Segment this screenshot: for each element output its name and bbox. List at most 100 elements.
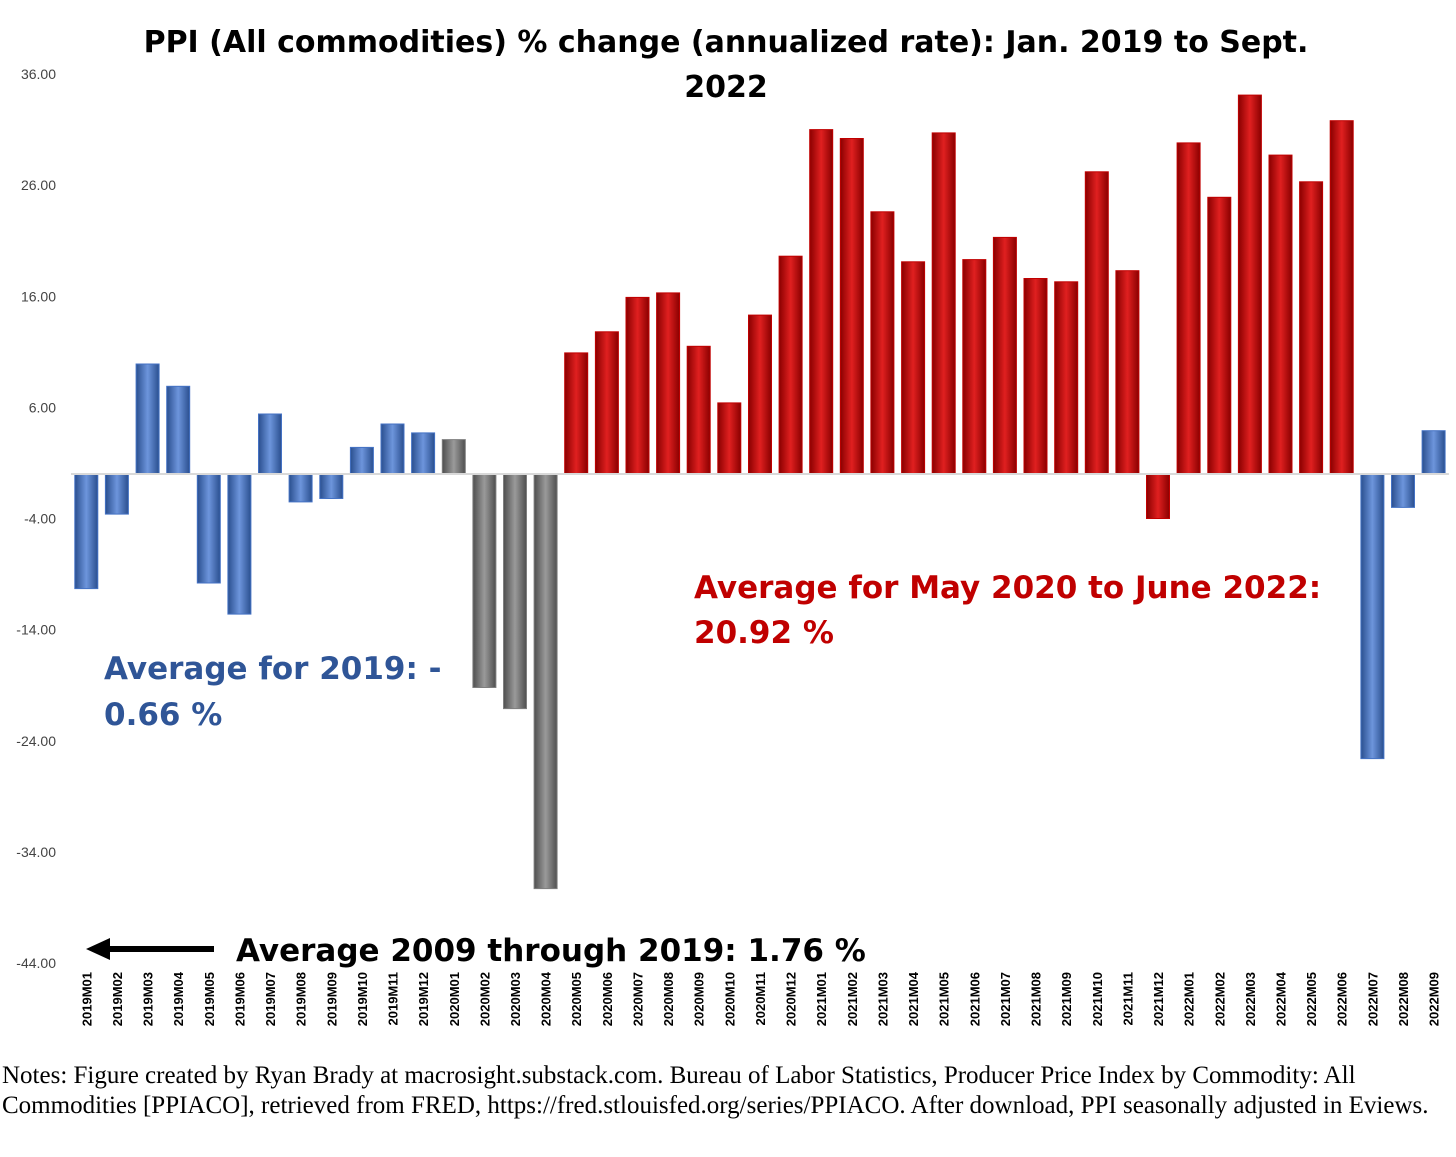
x-tick-label: 2022M08: [1396, 972, 1411, 1026]
bar-2019M10: [349, 446, 374, 475]
x-tick-label: 2021M11: [1120, 972, 1135, 1026]
x-tick-label: 2019M05: [202, 972, 217, 1026]
x-tick-label: 2019M09: [324, 972, 339, 1026]
x-tick-label: 2021M06: [967, 972, 982, 1026]
bar-2019M06: [227, 473, 252, 615]
bar-2021M03: [870, 211, 895, 475]
y-tick-label: -34.00: [16, 844, 56, 860]
x-tick-label: 2020M08: [661, 972, 676, 1026]
annotation-avg-2019-line-1: Average for 2019: -: [104, 651, 442, 687]
annotation-avg-2019-line-2: 0.66 %: [104, 697, 222, 733]
x-tick-label: 2020M03: [508, 972, 523, 1026]
x-tick-label: 2020M04: [539, 971, 554, 1026]
y-tick-label: -24.00: [16, 733, 56, 749]
x-tick-label: 2021M01: [814, 972, 829, 1026]
x-tick-label: 2022M07: [1365, 972, 1380, 1026]
x-tick-label: 2020M02: [477, 972, 492, 1026]
bar-2020M11: [748, 314, 772, 475]
bar-2020M01: [441, 439, 466, 475]
bar-2021M11: [1115, 270, 1140, 475]
x-tick-label: 2021M05: [937, 972, 952, 1026]
annotation-avg-2009-2019: Average 2009 through 2019: 1.76 %: [236, 933, 866, 969]
y-tick-label: -4.00: [24, 511, 56, 527]
x-tick-label: 2019M06: [232, 972, 247, 1026]
x-tick-label: 2019M02: [110, 972, 125, 1026]
bar-2020M06: [594, 331, 619, 475]
x-tick-label: 2022M02: [1212, 972, 1227, 1026]
bar-2021M04: [901, 261, 926, 475]
x-tick-label: 2020M12: [784, 972, 799, 1026]
y-tick-label: 26.00: [21, 177, 56, 193]
bar-2022M04: [1268, 154, 1293, 475]
x-tick-label: 2021M04: [906, 971, 921, 1026]
x-tick-label: 2021M07: [998, 972, 1013, 1026]
y-tick-label: -14.00: [16, 622, 56, 638]
x-tick-label: 2022M05: [1304, 972, 1319, 1026]
bar-2019M09: [319, 473, 344, 500]
bar-2019M07: [258, 413, 282, 475]
y-tick-label: 16.00: [21, 288, 56, 304]
x-axis-tick-labels: 2019M01 2019M02 2019M03 2019M04 2019M05 2019M…: [79, 971, 1441, 1026]
left-arrow-icon: [86, 938, 214, 960]
annotation-avg-may2020-jun2022-line-2: 20.92 %: [694, 615, 834, 651]
bar-2022M02: [1207, 196, 1232, 475]
x-tick-label: 2021M09: [1059, 972, 1074, 1026]
chart-notes: Notes: Figure created by Ryan Brady at m…: [2, 1062, 1429, 1119]
bar-2020M02: [472, 473, 497, 688]
bar-2019M03: [135, 363, 160, 475]
bar-2022M08: [1391, 473, 1415, 508]
y-axis-tick-labels: 36.00 26.00 16.00 6.00 -4.00 -14.00 -24.00 -34.…: [16, 66, 56, 971]
bar-2022M05: [1299, 181, 1324, 475]
bar-2019M02: [104, 473, 129, 515]
annotation-avg-may2020-jun2022-line-1: Average for May 2020 to June 2022:: [694, 570, 1321, 606]
ppi-bar-chart: PPI (All commodities) % change (annualiz…: [16, 25, 1449, 1026]
bar-2021M01: [809, 129, 834, 475]
bar-2020M04: [533, 473, 558, 890]
bar-2021M02: [839, 138, 864, 475]
bar-2022M03: [1237, 94, 1262, 475]
x-tick-label: 2022M03: [1243, 972, 1258, 1026]
x-tick-label: 2020M11: [753, 972, 768, 1026]
x-tick-label: 2019M11: [386, 972, 401, 1026]
x-tick-label: 2019M07: [263, 972, 278, 1026]
bar-2019M11: [380, 423, 405, 475]
x-tick-label: 2019M04: [171, 971, 186, 1026]
x-tick-label: 2020M07: [631, 972, 646, 1026]
x-tick-label: 2020M05: [569, 972, 584, 1026]
bar-2019M05: [196, 473, 221, 584]
bar-2020M03: [503, 473, 527, 710]
bar-2021M10: [1084, 171, 1109, 475]
bar-2020M09: [686, 345, 711, 475]
bar-2022M07: [1360, 473, 1385, 760]
chart-title-line-2: 2022: [684, 70, 768, 105]
x-tick-label: 2022M04: [1274, 971, 1289, 1026]
x-tick-label: 2021M03: [875, 972, 890, 1026]
bar-2020M05: [564, 352, 589, 475]
x-tick-label: 2020M01: [447, 972, 462, 1026]
bar-2022M06: [1329, 120, 1354, 475]
y-tick-label: 36.00: [21, 66, 56, 82]
x-tick-label: 2019M08: [294, 972, 309, 1026]
bar-2020M07: [625, 296, 650, 475]
x-tick-label: 2020M06: [600, 972, 615, 1026]
bar-2019M08: [288, 473, 313, 503]
bar-2021M07: [992, 236, 1017, 475]
bar-2021M09: [1054, 281, 1079, 475]
bar-2022M01: [1176, 142, 1201, 475]
bar-2020M08: [656, 292, 681, 475]
bar-2021M08: [1023, 278, 1048, 475]
x-tick-label: 2019M10: [355, 972, 370, 1026]
y-tick-label: 6.00: [29, 399, 56, 415]
x-tick-label: 2019M01: [79, 972, 94, 1026]
bar-2019M04: [166, 385, 191, 475]
bars-group: [74, 94, 1446, 890]
chart-title-line-1: PPI (All commodities) % change (annualiz…: [144, 25, 1309, 60]
bar-2021M06: [962, 259, 987, 475]
bar-2020M12: [778, 255, 803, 475]
bar-2022M09: [1421, 430, 1446, 475]
x-tick-label: 2021M12: [1151, 972, 1166, 1026]
x-tick-label: 2020M10: [722, 972, 737, 1026]
x-tick-label: 2019M03: [141, 972, 156, 1026]
bar-2020M10: [717, 402, 742, 475]
bar-2019M12: [411, 432, 436, 475]
